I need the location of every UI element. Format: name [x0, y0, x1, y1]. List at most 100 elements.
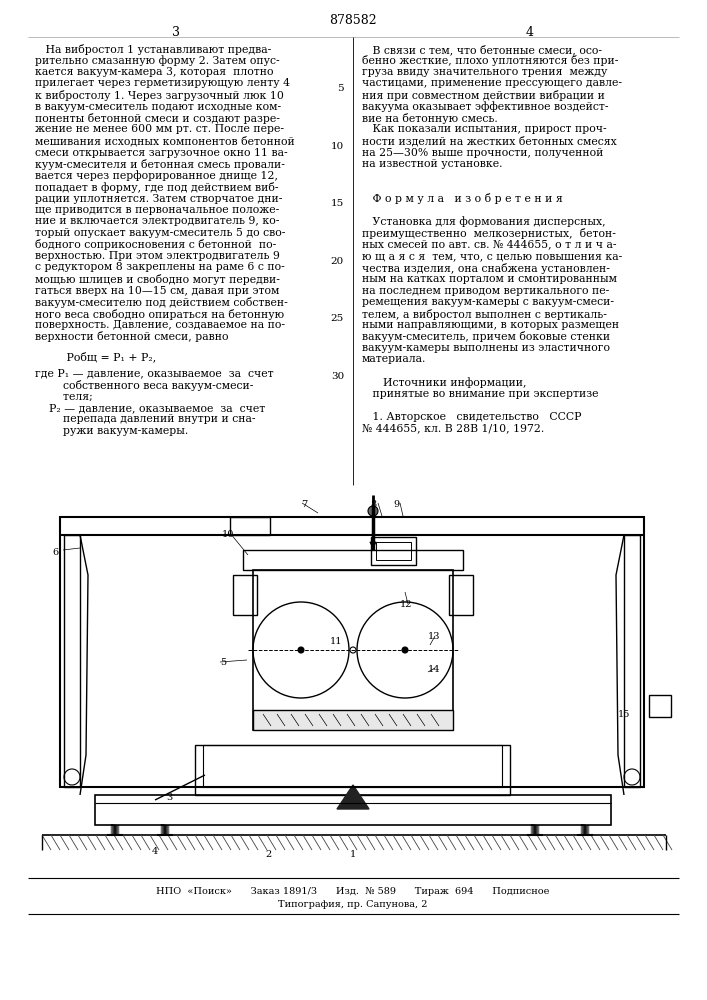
- Text: к вибростолу 1. Через загрузочный люк 10: к вибростолу 1. Через загрузочный люк 10: [35, 90, 284, 101]
- Text: Как показали испытания, прирост проч-: Как показали испытания, прирост проч-: [362, 124, 607, 134]
- Text: где P₁ — давление, оказываемое  за  счет: где P₁ — давление, оказываемое за счет: [35, 368, 274, 378]
- Text: 10: 10: [331, 142, 344, 151]
- Text: ние и включается электродвигатель 9, ко-: ние и включается электродвигатель 9, ко-: [35, 217, 279, 227]
- Bar: [253, 570, 453, 730]
- Text: 878582: 878582: [329, 14, 377, 27]
- Text: преимущественно  мелкозернистых,  бетон-: преимущественно мелкозернистых, бетон-: [362, 228, 616, 239]
- Text: 12: 12: [400, 600, 412, 609]
- Bar: [195, 745, 510, 795]
- Text: 6: 6: [52, 548, 58, 557]
- Text: принятые во внимание при экспертизе: принятые во внимание при экспертизе: [362, 389, 599, 399]
- Text: на известной установке.: на известной установке.: [362, 159, 503, 169]
- Text: рации уплотняется. Затем створчатое дни-: рации уплотняется. Затем створчатое дни-: [35, 194, 282, 204]
- Text: 1: 1: [350, 850, 356, 859]
- Circle shape: [402, 647, 408, 653]
- Text: ных смесей по авт. св. № 444655, о т л и ч а-: ных смесей по авт. св. № 444655, о т л и…: [362, 239, 617, 249]
- Text: вакуум-камеры выполнены из эластичного: вакуум-камеры выполнены из эластичного: [362, 343, 610, 353]
- Text: вакуум-смесителю под действием собствен-: вакуум-смесителю под действием собствен-: [35, 297, 288, 308]
- Text: смеси открывается загрузочное окно 11 ва-: смеси открывается загрузочное окно 11 ва…: [35, 147, 288, 157]
- Text: 2: 2: [265, 850, 271, 859]
- Bar: [371, 537, 416, 565]
- Text: гаться вверх на 10—15 см, давая при этом: гаться вверх на 10—15 см, давая при этом: [35, 286, 279, 296]
- Text: 7: 7: [301, 500, 308, 509]
- Text: телем, а вибростол выполнен с вертикаль-: телем, а вибростол выполнен с вертикаль-: [362, 308, 607, 320]
- Text: 4: 4: [526, 26, 534, 39]
- Circle shape: [350, 647, 356, 653]
- Text: прилегает через герметизирующую ленту 4: прилегает через герметизирующую ленту 4: [35, 79, 290, 89]
- Text: вие на бетонную смесь.: вие на бетонную смесь.: [362, 113, 498, 124]
- Text: 8: 8: [370, 500, 376, 509]
- Text: мощью шлицев и свободно могут передви-: мощью шлицев и свободно могут передви-: [35, 274, 280, 285]
- Text: 14: 14: [428, 665, 440, 674]
- Bar: [649, 695, 671, 717]
- Text: 3: 3: [166, 793, 173, 802]
- Bar: [230, 517, 270, 535]
- Text: Ф о р м у л а   и з о б р е т е н и я: Ф о р м у л а и з о б р е т е н и я: [362, 194, 563, 205]
- Text: материала.: материала.: [362, 355, 426, 364]
- Bar: [203, 745, 502, 787]
- Polygon shape: [337, 785, 369, 809]
- Text: 13: 13: [428, 632, 440, 641]
- Text: 1. Авторское   свидетельство   СССР: 1. Авторское свидетельство СССР: [362, 412, 581, 422]
- Text: 4: 4: [152, 847, 158, 856]
- Circle shape: [368, 506, 378, 516]
- Text: чества изделия, она снабжена установлен-: чества изделия, она снабжена установлен-: [362, 262, 610, 273]
- Text: поверхность. Давление, создаваемое на по-: поверхность. Давление, создаваемое на по…: [35, 320, 285, 330]
- Text: рительно смазанную форму 2. Затем опус-: рительно смазанную форму 2. Затем опус-: [35, 55, 280, 66]
- Text: ности изделий на жестких бетонных смесях: ности изделий на жестких бетонных смесях: [362, 136, 617, 147]
- Bar: [253, 710, 453, 730]
- Text: 20: 20: [331, 257, 344, 266]
- Text: в вакуум-смеситель подают исходные ком-: в вакуум-смеситель подают исходные ком-: [35, 102, 281, 111]
- Text: № 444655, кл. В 28В 1/10, 1972.: № 444655, кл. В 28В 1/10, 1972.: [362, 424, 544, 434]
- Text: ремещения вакуум-камеры с вакуум-смеси-: ремещения вакуум-камеры с вакуум-смеси-: [362, 297, 614, 307]
- Bar: [233, 575, 257, 615]
- Bar: [376, 542, 411, 560]
- Text: верхностью. При этом электродвигатель 9: верхностью. При этом электродвигатель 9: [35, 251, 280, 261]
- Text: с редуктором 8 закреплены на раме 6 с по-: с редуктором 8 закреплены на раме 6 с по…: [35, 262, 285, 272]
- Text: мешивания исходных компонентов бетонной: мешивания исходных компонентов бетонной: [35, 136, 295, 147]
- Text: ными направляющими, в которых размещен: ными направляющими, в которых размещен: [362, 320, 619, 330]
- Text: собственного веса вакуум-смеси-: собственного веса вакуум-смеси-: [35, 380, 253, 391]
- Text: частицами, применение прессующего давле-: частицами, применение прессующего давле-: [362, 79, 622, 89]
- Text: На вибростол 1 устанавливают предва-: На вибростол 1 устанавливают предва-: [35, 44, 271, 55]
- Text: ного веса свободно опираться на бетонную: ного веса свободно опираться на бетонную: [35, 308, 284, 320]
- Text: вакуума оказывает эффективное воздейст-: вакуума оказывает эффективное воздейст-: [362, 102, 609, 112]
- Bar: [243, 550, 463, 570]
- Text: ще приводится в первоначальное положе-: ще приводится в первоначальное положе-: [35, 205, 279, 215]
- Text: Типография, пр. Сапунова, 2: Типография, пр. Сапунова, 2: [279, 900, 428, 909]
- Text: ным на катках порталом и смонтированным: ным на катках порталом и смонтированным: [362, 274, 617, 284]
- Text: на 25—30% выше прочности, полученной: на 25—30% выше прочности, полученной: [362, 147, 603, 157]
- Text: жение не менее 600 мм рт. ст. После пере-: жение не менее 600 мм рт. ст. После пере…: [35, 124, 284, 134]
- Text: ю щ а я с я  тем, что, с целью повышения ка-: ю щ а я с я тем, что, с целью повышения …: [362, 251, 622, 261]
- Text: Источники информации,: Источники информации,: [362, 377, 527, 388]
- Text: 11: 11: [330, 637, 342, 646]
- Text: кается вакуум-камера 3, которая  плотно: кается вакуум-камера 3, которая плотно: [35, 67, 274, 77]
- Text: на последнем приводом вертикального пе-: на последнем приводом вертикального пе-: [362, 286, 609, 296]
- Text: НПО  «Поиск»      Заказ 1891/3      Изд.  № 589      Тираж  694      Подписное: НПО «Поиск» Заказ 1891/3 Изд. № 589 Тира…: [156, 887, 549, 896]
- Bar: [64, 535, 80, 787]
- Bar: [624, 535, 640, 787]
- Text: бенно жесткие, плохо уплотняются без при-: бенно жесткие, плохо уплотняются без при…: [362, 55, 619, 66]
- Text: 15: 15: [618, 710, 631, 719]
- Text: попадает в форму, где под действием виб-: попадает в форму, где под действием виб-: [35, 182, 279, 193]
- Text: верхности бетонной смеси, равно: верхности бетонной смеси, равно: [35, 332, 228, 342]
- Text: ружи вакуум-камеры.: ружи вакуум-камеры.: [35, 426, 188, 436]
- Text: 5: 5: [220, 658, 226, 667]
- Text: Pобщ = P₁ + P₂,: Pобщ = P₁ + P₂,: [35, 351, 156, 362]
- Bar: [95, 795, 611, 825]
- Text: 25: 25: [331, 314, 344, 323]
- Text: 10: 10: [222, 530, 235, 539]
- Text: куум-смесителя и бетонная смесь провали-: куум-смесителя и бетонная смесь провали-: [35, 159, 285, 170]
- Text: 9: 9: [393, 500, 399, 509]
- Text: вается через перфорированное днище 12,: вается через перфорированное днище 12,: [35, 170, 278, 181]
- Text: вакуум-смеситель, причем боковые стенки: вакуум-смеситель, причем боковые стенки: [362, 332, 610, 342]
- Text: 30: 30: [331, 372, 344, 381]
- Bar: [60, 517, 644, 787]
- Text: P₂ — давление, оказываемое  за  счет: P₂ — давление, оказываемое за счет: [35, 403, 265, 413]
- Text: ния при совместном действии вибрации и: ния при совместном действии вибрации и: [362, 90, 605, 101]
- Text: Установка для формования дисперсных,: Установка для формования дисперсных,: [362, 217, 606, 227]
- Text: перепада давлений внутри и сна-: перепада давлений внутри и сна-: [35, 414, 255, 424]
- Circle shape: [298, 647, 304, 653]
- Text: теля;: теля;: [35, 391, 93, 401]
- Bar: [449, 575, 473, 615]
